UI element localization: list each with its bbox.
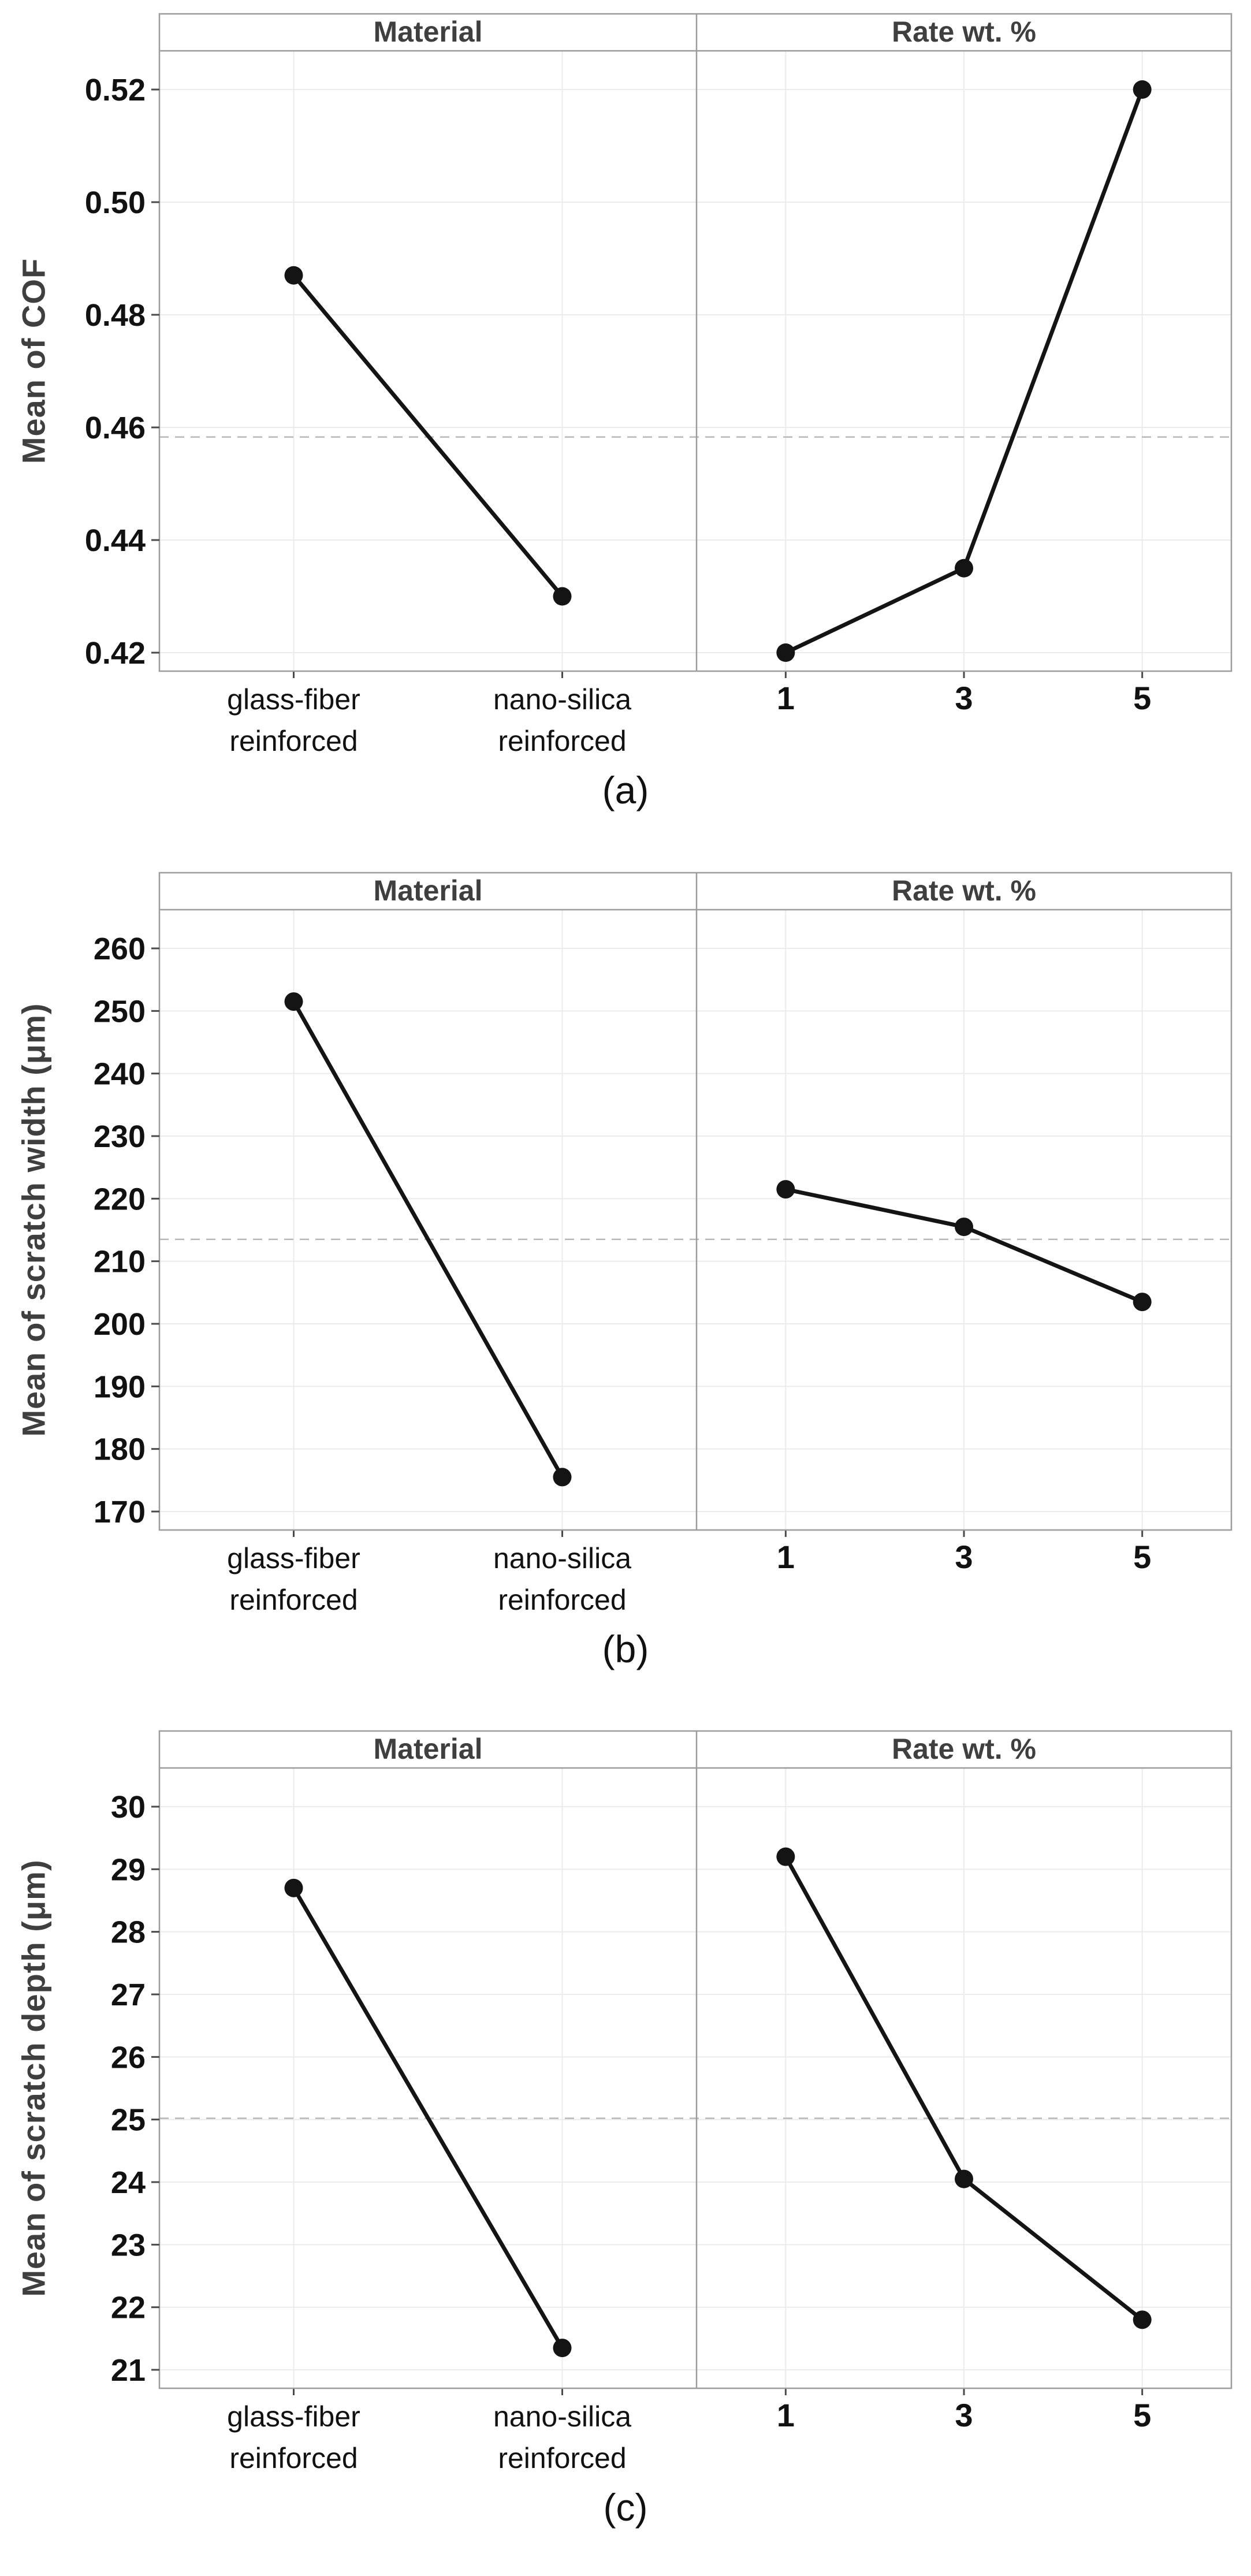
x-tick-label: 5	[1133, 680, 1151, 716]
y-tick-label: 0.42	[85, 636, 146, 671]
data-point	[284, 266, 303, 285]
y-tick-label: 25	[111, 2103, 146, 2138]
y-tick-label: 22	[111, 2291, 146, 2325]
plot-canvas-a: glass-fiber reinforced nano-silica reinforc…	[85, 13, 1233, 757]
figure-caption-c: (c)	[603, 2486, 648, 2529]
y-axis-title-c: Mean of scratch depth (μm)	[15, 1859, 52, 2297]
y-tick-label: 24	[111, 2165, 146, 2200]
y-tick-label: 26	[111, 2040, 146, 2075]
series-line	[292, 1886, 564, 2350]
main-effects-plot-b: glass-fiber reinforced nano-silica reinforc…	[0, 859, 1251, 1718]
series-line	[292, 999, 564, 1479]
data-point	[553, 1468, 572, 1487]
plot-border	[158, 872, 1233, 1531]
x-tick-label: 1	[777, 680, 795, 716]
data-point	[955, 1218, 973, 1237]
x-tick-label: nano-silica reinforced	[493, 2400, 631, 2474]
y-tick-label: 30	[111, 1790, 146, 1825]
y-tick-label: 190	[94, 1369, 146, 1404]
x-tick-label: 3	[955, 680, 973, 716]
plot-canvas-b: glass-fiber reinforced nano-silica reinforc…	[94, 872, 1233, 1616]
main-effects-plot-a: glass-fiber reinforced nano-silica reinforc…	[0, 0, 1251, 859]
x-tick-label: nano-silica reinforced	[493, 1542, 631, 1616]
y-tick-label: 28	[111, 1915, 146, 1950]
x-tick-label: glass-fiber reinforced	[227, 1542, 360, 1616]
plot-border	[158, 1730, 1233, 2389]
y-tick-label: 0.52	[85, 73, 146, 107]
figure-caption-a: (a)	[602, 769, 649, 811]
panel-title: Rate wt. %	[892, 1733, 1036, 1765]
y-tick-label: 260	[94, 932, 146, 966]
y-tick-label: 23	[111, 2228, 146, 2262]
y-axis-title-a: Mean of COF	[15, 258, 52, 464]
x-tick-label: 3	[955, 1539, 973, 1575]
x-tick-label: glass-fiber reinforced	[227, 2400, 360, 2474]
data-point	[1133, 2310, 1152, 2329]
panel-title: Rate wt. %	[892, 16, 1036, 48]
y-tick-label: 29	[111, 1852, 146, 1887]
y-tick-label: 170	[94, 1495, 146, 1529]
y-tick-label: 230	[94, 1119, 146, 1154]
figure-caption-b: (b)	[602, 1628, 649, 1670]
y-tick-label: 0.48	[85, 298, 146, 333]
y-tick-label: 210	[94, 1245, 146, 1279]
data-point	[553, 2339, 572, 2358]
data-point	[284, 1878, 303, 1897]
main-effects-plot-c: glass-fiber reinforced nano-silica reinforc…	[0, 1717, 1251, 2576]
panel-title: Rate wt. %	[892, 874, 1036, 907]
data-point	[1133, 80, 1152, 99]
panel-title: Material	[374, 874, 483, 907]
data-point	[553, 587, 572, 606]
y-tick-label: 0.46	[85, 411, 146, 445]
x-tick-label: glass-fiber reinforced	[227, 683, 360, 757]
y-tick-label: 220	[94, 1182, 146, 1216]
x-tick-label: 1	[777, 2397, 795, 2433]
y-axis-title-b: Mean of scratch width (μm)	[15, 1003, 52, 1437]
y-tick-label: 21	[111, 2353, 146, 2388]
data-point	[1133, 1293, 1152, 1312]
x-tick-label: 1	[777, 1539, 795, 1575]
plot-border	[158, 13, 1233, 672]
plot-canvas-c: glass-fiber reinforced nano-silica reinforc…	[111, 1730, 1233, 2474]
y-tick-label: 0.50	[85, 185, 146, 220]
y-tick-label: 0.44	[85, 523, 146, 558]
data-point	[776, 1180, 795, 1199]
series-line	[292, 273, 564, 598]
panel-title: Material	[374, 1733, 483, 1765]
x-tick-label: 5	[1133, 2397, 1151, 2433]
data-point	[284, 992, 303, 1011]
y-tick-label: 27	[111, 1978, 146, 2012]
y-tick-label: 200	[94, 1307, 146, 1342]
panel-title: Material	[374, 16, 483, 48]
x-tick-label: 5	[1133, 1539, 1151, 1575]
x-tick-label: nano-silica reinforced	[493, 683, 631, 757]
y-tick-label: 240	[94, 1057, 146, 1092]
data-point	[955, 2169, 973, 2188]
y-tick-label: 180	[94, 1432, 146, 1467]
y-tick-label: 250	[94, 994, 146, 1029]
data-point	[776, 643, 795, 662]
data-point	[776, 1847, 795, 1866]
data-point	[955, 559, 973, 578]
x-tick-label: 3	[955, 2397, 973, 2433]
